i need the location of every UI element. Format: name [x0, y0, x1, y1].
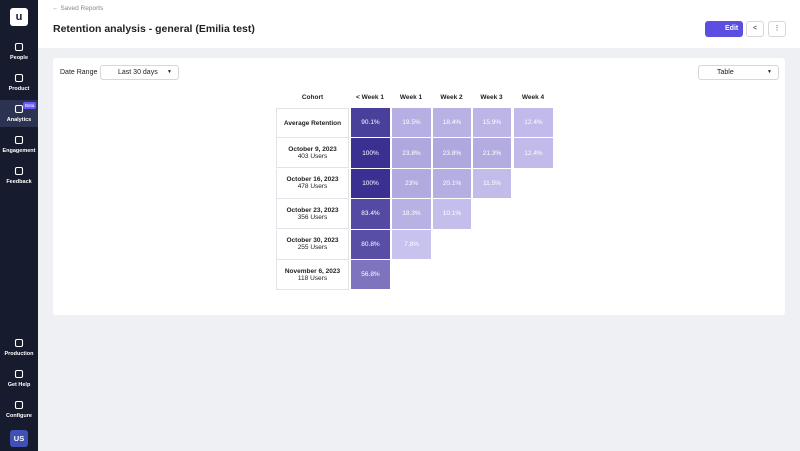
column-header: < Week 1	[356, 94, 384, 101]
column-header: Week 4	[521, 94, 545, 101]
cohort-cell: October 30, 2023 255 Users	[276, 229, 349, 260]
retention-cell: 12.4%	[514, 108, 553, 138]
retention-cell: 18.3%	[392, 199, 431, 229]
cohort-cell: Average Retention	[276, 108, 349, 138]
nav-item[interactable]: Product	[0, 73, 38, 92]
retention-cell: 56.8%	[351, 260, 390, 290]
cohort-users: 403 Users	[297, 152, 328, 160]
cohort-users: 255 Users	[297, 244, 328, 252]
retention-cell: 20.1%	[433, 168, 471, 199]
cohort-users: 118 Users	[297, 274, 328, 282]
view-value: Table	[717, 69, 734, 76]
retention-cell: 23.8%	[433, 138, 471, 168]
nav-item[interactable]: Production	[0, 338, 38, 357]
retention-cell: 7.8%	[392, 229, 431, 259]
retention-cell: 12.4%	[514, 138, 553, 168]
beta-badge: Beta	[23, 102, 37, 109]
retention-cell: 15.9%	[473, 108, 511, 138]
edit-button[interactable]: Edit	[705, 21, 743, 37]
nav-icon	[14, 135, 24, 145]
cohort-cell: October 23, 2023 356 Users	[276, 199, 349, 230]
retention-cell: 90.1%	[351, 108, 390, 138]
breadcrumb[interactable]: ← Saved Reports	[52, 5, 104, 12]
date-range-value: Last 30 days	[118, 69, 158, 76]
nav-label: Analytics	[6, 117, 32, 123]
cohort-name: October 30, 2023	[286, 237, 339, 245]
date-range-label: Date Range	[60, 69, 98, 76]
column-header: Week 1	[399, 94, 423, 101]
cohort-cell: October 16, 2023 478 Users	[276, 168, 349, 199]
nav-icon	[14, 369, 24, 379]
nav-label: Product	[8, 86, 30, 92]
cohort-users: 356 Users	[297, 213, 328, 221]
nav-label: Configure	[6, 413, 32, 419]
retention-cell: 10.1%	[433, 199, 471, 229]
header: ← Saved Reports Retention analysis - gen…	[38, 0, 800, 48]
retention-cell: 23%	[392, 168, 431, 199]
column-header: Week 2	[440, 94, 463, 101]
nav-icon	[14, 73, 24, 83]
cohort-name: October 23, 2023	[286, 206, 339, 214]
cohort-name: October 9, 2023	[288, 145, 337, 153]
retention-cell: 23.8%	[392, 138, 431, 168]
retention-cell: 80.8%	[351, 229, 390, 259]
report-card: Date Range Last 30 days ▼ Table ▼ Cohort < …	[53, 58, 785, 315]
nav-label: Engagement	[2, 148, 36, 154]
report-title: Retention analysis - general (Emilia tes…	[53, 23, 255, 35]
date-range-select[interactable]: Last 30 days ▼	[100, 65, 179, 80]
view-select[interactable]: Table ▼	[698, 65, 779, 80]
retention-cell: 19.5%	[392, 108, 431, 138]
nav-label: People	[9, 55, 29, 61]
nav-item[interactable]: Get Help	[0, 369, 38, 388]
nav-icon	[14, 400, 24, 410]
share-button[interactable]: <	[746, 21, 764, 37]
retention-cell: 21.3%	[473, 138, 511, 168]
nav-icon	[14, 338, 24, 348]
breadcrumb-text[interactable]: Saved Reports	[60, 5, 104, 12]
cohort-name: November 6, 2023	[284, 267, 341, 275]
cohort-cell: November 6, 2023 118 Users	[276, 260, 349, 290]
nav-item[interactable]: People	[0, 42, 38, 61]
cohort-name: October 16, 2023	[286, 176, 339, 184]
retention-cell: 18.4%	[433, 108, 471, 138]
nav-icon	[14, 166, 24, 176]
cohort-cell: October 9, 2023 403 Users	[276, 138, 349, 169]
nav-item[interactable]: Engagement	[0, 135, 38, 154]
cohort-name: Average Retention	[283, 119, 342, 127]
sidebar: u People Product Analytics Engagement Feedba…	[0, 0, 38, 451]
cohort-users: 478 Users	[297, 183, 328, 191]
logo[interactable]: u	[10, 8, 28, 26]
avatar[interactable]: US	[10, 430, 28, 447]
nav-icon	[14, 104, 24, 114]
nav-icon	[14, 42, 24, 52]
nav-label: Feedback	[6, 179, 32, 185]
more-button[interactable]: ⋮	[768, 21, 786, 37]
retention-cell: 11.5%	[473, 168, 511, 199]
column-header: Cohort	[301, 94, 324, 101]
retention-cell: 100%	[351, 168, 390, 199]
nav-label: Get Help	[7, 382, 31, 388]
nav-item[interactable]: Configure	[0, 400, 38, 419]
nav-label: Production	[4, 351, 34, 357]
retention-cell: 83.4%	[351, 199, 390, 229]
nav-item[interactable]: Feedback	[0, 166, 38, 185]
retention-cell: 100%	[351, 138, 390, 168]
column-header: Week 3	[480, 94, 503, 101]
